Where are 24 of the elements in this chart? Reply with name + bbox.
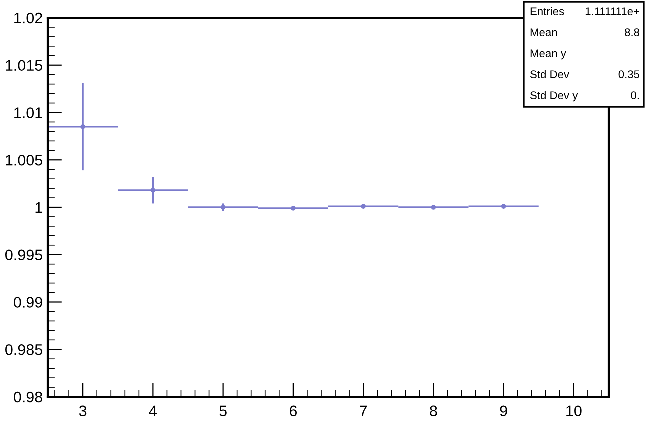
y-tick-label: 0.985 [6, 344, 42, 356]
y-tick-label: 1 [36, 202, 42, 214]
text: Entries 1.111111e+ [530, 7, 640, 16]
x-tick-label: 7 [360, 406, 368, 416]
text: Mean 8.8 [530, 28, 640, 36]
x-tick-label: 4 [149, 406, 157, 416]
x-tick-label: 5 [220, 406, 227, 417]
x-tick-label: 6 [290, 406, 298, 417]
x-tick-label: 10 [566, 406, 582, 417]
point [150, 188, 156, 193]
annotation: Mean y [530, 50, 566, 60]
x-tick-label: 8 [430, 406, 438, 417]
y-tick-label: 1.015 [6, 60, 42, 72]
y-tick-label: 1.02 [14, 12, 42, 24]
text: Std Dev y 0. [530, 91, 639, 102]
x-tick-label: 9 [500, 406, 508, 417]
text: Std Dev 0.35 [530, 70, 640, 78]
point [80, 124, 86, 130]
y-tick-label: 0.995 [6, 250, 42, 261]
y-tick-label: 0.99 [14, 297, 42, 308]
y-tick-label: 0.98 [14, 392, 42, 403]
y-tick-label: 1.005 [6, 154, 42, 166]
x-tick-label: 3 [79, 406, 87, 417]
y-tick-label: 1.01 [14, 108, 42, 118]
